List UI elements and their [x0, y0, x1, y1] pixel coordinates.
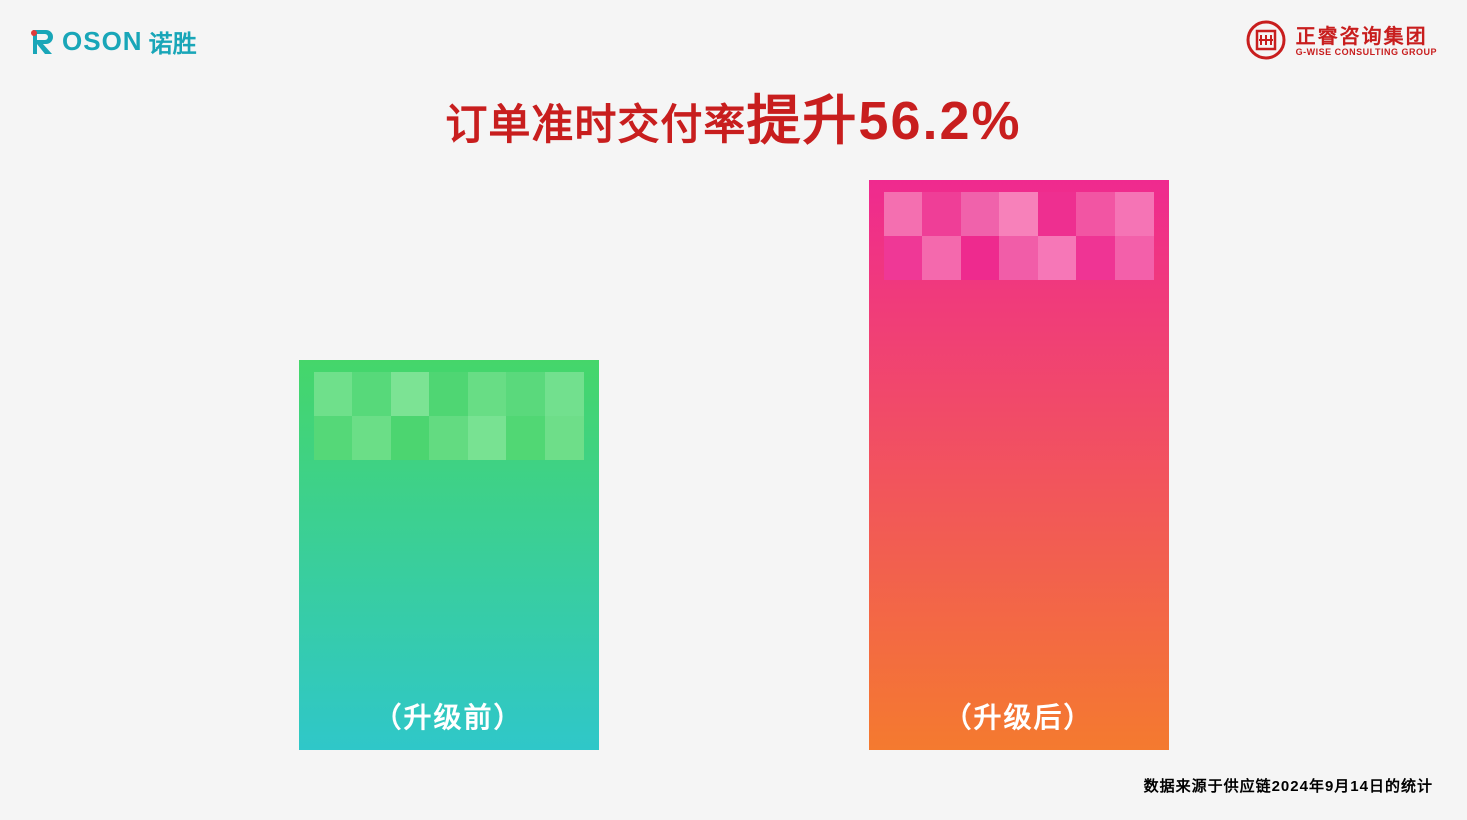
bar-value-censored [884, 192, 1154, 280]
logo-gwise: 正睿咨询集团 G-WISE CONSULTING GROUP [1246, 20, 1437, 65]
title-part2: 提升56.2% [746, 91, 1021, 151]
bar-value-censored [314, 372, 584, 460]
logo-roson: OSON 诺胜 [28, 24, 197, 59]
page-title: 订单准时交付率提升56.2% [0, 76, 1467, 155]
roson-wordmark: OSON [62, 26, 143, 57]
gwise-cn: 正睿咨询集团 [1296, 27, 1437, 48]
roson-cn: 诺胜 [149, 24, 197, 59]
title-part1: 订单准时交付率 [445, 101, 746, 148]
data-source-note: 数据来源于供应链2024年9月14日的统计 [1144, 775, 1433, 796]
roson-mark-icon [28, 27, 58, 57]
bar-before: （升级前） [299, 360, 599, 750]
gwise-seal-icon [1246, 20, 1286, 65]
bar-after: （升级后） [869, 180, 1169, 750]
delivery-rate-bar-chart: （升级前） （升级后） [0, 170, 1467, 750]
bar-xlabel: （升级前） [299, 696, 599, 736]
bar-xlabel: （升级后） [869, 696, 1169, 736]
gwise-en: G-WISE CONSULTING GROUP [1296, 48, 1437, 57]
